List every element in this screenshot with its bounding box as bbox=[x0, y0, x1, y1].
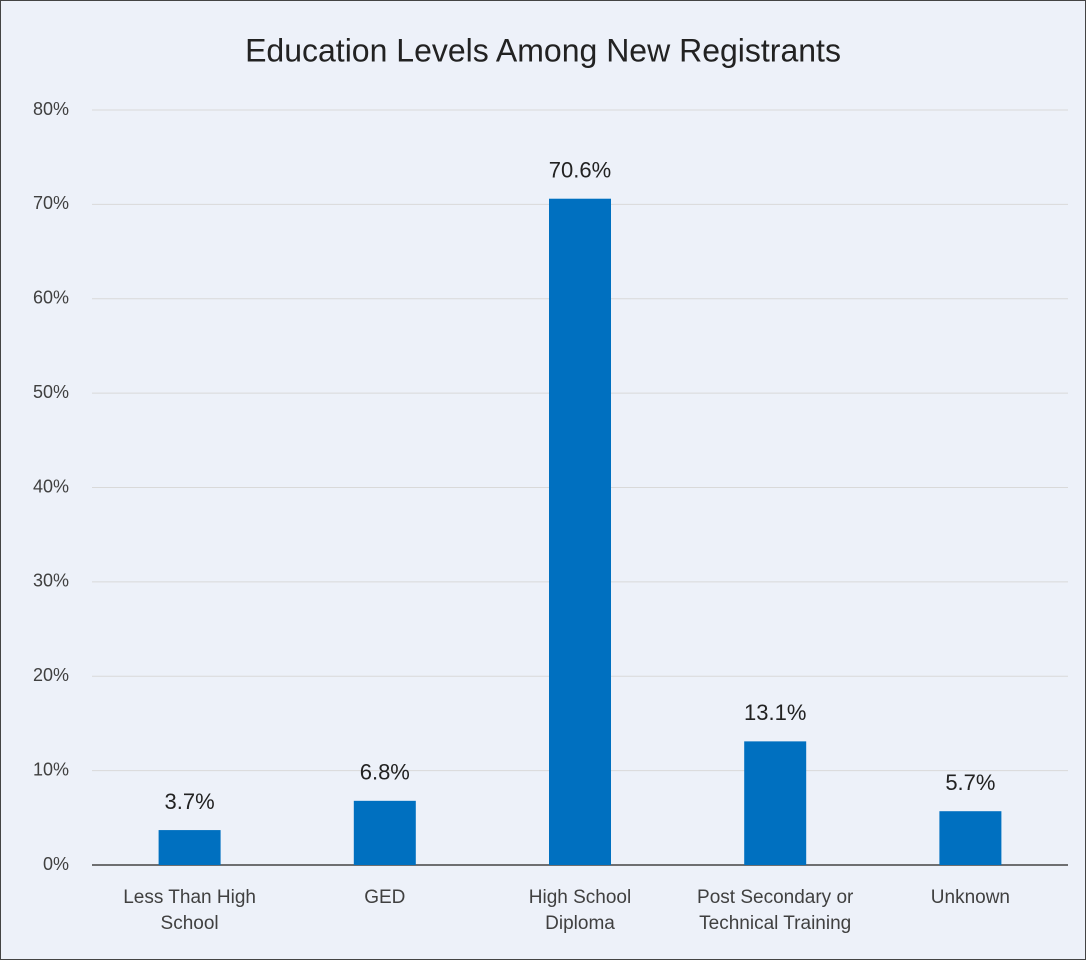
bar bbox=[158, 830, 221, 865]
x-tick-label: Unknown bbox=[930, 887, 1010, 908]
value-label: 70.6% bbox=[549, 158, 611, 183]
bar bbox=[744, 741, 807, 865]
y-tick-label: 10% bbox=[33, 759, 69, 779]
y-tick-label: 60% bbox=[33, 288, 69, 308]
value-label: 5.7% bbox=[945, 770, 995, 795]
y-tick-label: 70% bbox=[33, 193, 69, 213]
bar bbox=[939, 811, 1002, 865]
y-tick-label: 20% bbox=[33, 665, 69, 685]
bar bbox=[353, 800, 416, 865]
y-tick-label: 50% bbox=[33, 382, 69, 402]
y-tick-label: 30% bbox=[33, 571, 69, 591]
x-tick-label: GED bbox=[364, 887, 406, 908]
value-label: 13.1% bbox=[744, 700, 806, 725]
x-tick-label: Post Secondary or Technical Training bbox=[697, 887, 854, 934]
bar bbox=[549, 198, 611, 865]
value-label: 6.8% bbox=[360, 760, 410, 785]
y-tick-label: 80% bbox=[33, 99, 69, 119]
x-tick-label: Less Than High School bbox=[123, 887, 256, 934]
value-label: 3.7% bbox=[165, 789, 215, 814]
y-tick-label: 40% bbox=[33, 476, 69, 496]
x-tick-label: High School Diploma bbox=[528, 887, 632, 934]
chart-title: Education Levels Among New Registrants bbox=[245, 32, 841, 68]
y-tick-label: 0% bbox=[43, 854, 69, 874]
